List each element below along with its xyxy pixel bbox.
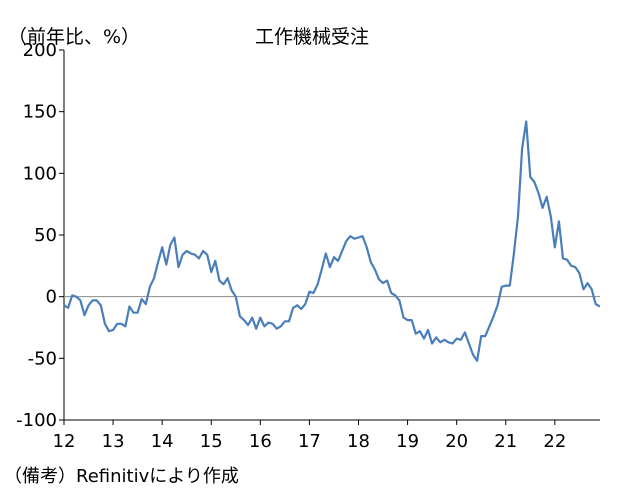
series-line <box>63 120 601 362</box>
x-tick-label: 16 <box>249 431 272 452</box>
y-tick-label: 100 <box>23 163 57 184</box>
x-tick-label: 14 <box>151 431 174 452</box>
source-note: （備考）Refinitivにより作成 <box>4 466 239 487</box>
x-tick-label: 13 <box>102 431 125 452</box>
y-tick-label: 0 <box>46 287 57 308</box>
y-tick-label: 200 <box>23 40 57 61</box>
y-unit-label: （前年比、%） <box>8 26 141 48</box>
x-tick-label: 20 <box>445 431 468 452</box>
x-tick-label: 19 <box>396 431 419 452</box>
y-tick-label: -100 <box>16 410 57 431</box>
x-tick-label: 15 <box>200 431 223 452</box>
x-tick-label: 22 <box>543 431 566 452</box>
x-tick-label: 18 <box>347 431 370 452</box>
x-tick-label: 12 <box>53 431 76 452</box>
x-tick-label: 17 <box>298 431 321 452</box>
chart-title: 工作機械受注 <box>255 26 370 48</box>
y-tick-label: 50 <box>34 225 57 246</box>
y-tick-label: 150 <box>23 102 57 123</box>
y-tick-label: -50 <box>28 348 57 369</box>
x-tick-label: 21 <box>494 431 517 452</box>
